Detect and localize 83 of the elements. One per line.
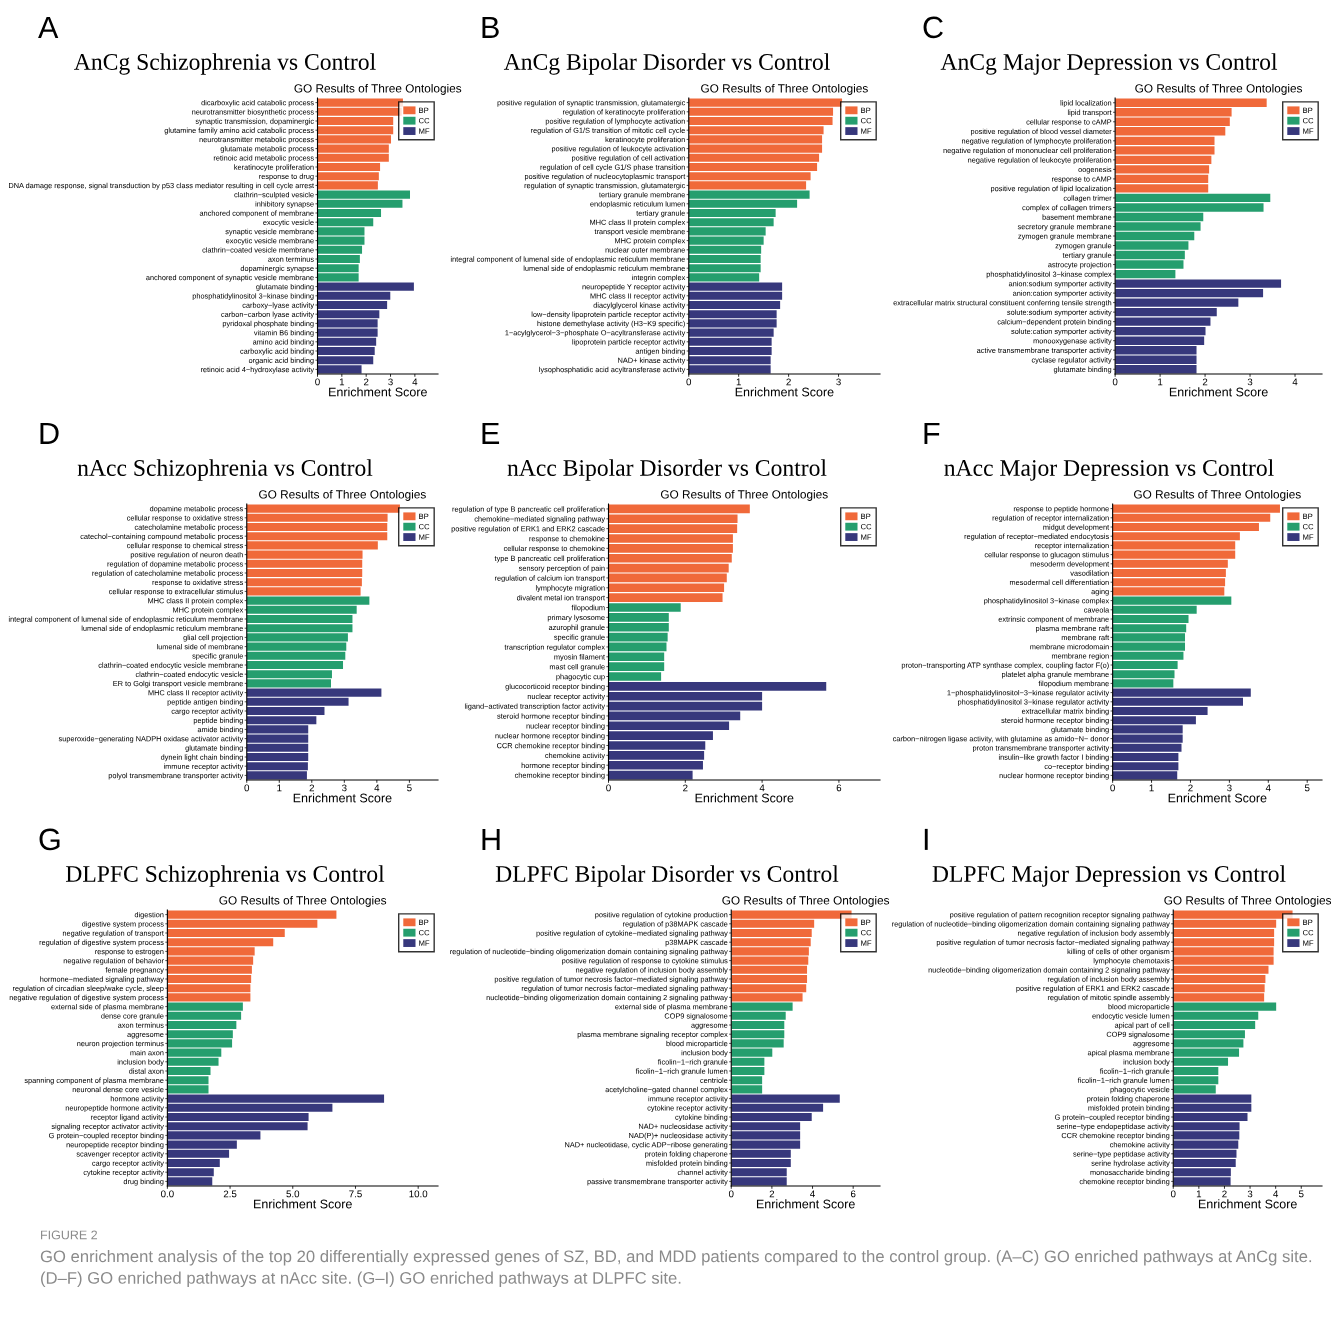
x-tick-label: 3 <box>836 378 841 386</box>
x-tick-label: 4 <box>412 378 418 386</box>
x-tick-label: 0 <box>728 1190 734 1198</box>
text: I <box>924 828 928 850</box>
x-axis-title: Enrichment Score <box>329 387 427 397</box>
chart-title: DLPFC Bipolar Disorder vs Control <box>495 865 839 887</box>
x-tick-label: 5 <box>1298 1190 1304 1198</box>
text: A <box>38 16 59 38</box>
x-tick-label: 3 <box>1227 784 1232 792</box>
x-tick-label: 1 <box>1149 784 1154 792</box>
chart-title: DLPFC Schizophrenia vs Control <box>65 865 385 887</box>
x-tick-label: 10.0 <box>409 1190 428 1198</box>
x-tick-label: 3 <box>341 784 347 792</box>
text: F <box>924 422 940 444</box>
chart-title: AnCg Bipolar Disorder vs Control <box>503 53 830 75</box>
x-tick-label: 2 <box>363 378 369 386</box>
caption: FIGURE 2 <box>41 1230 98 1240</box>
chart-title: nAcc Bipolar Disorder vs Control <box>507 459 827 481</box>
x-tick-label: 1 <box>1158 378 1163 386</box>
x-tick-label: 2 <box>1188 784 1193 792</box>
text: E <box>482 422 500 444</box>
x-tick-label: 2.5 <box>223 1190 237 1198</box>
chart-subtitle: GO Results of Three Ontologies <box>1164 895 1331 907</box>
x-tick-label: 2 <box>1222 1190 1227 1198</box>
x-tick-label: 4 <box>810 1190 815 1198</box>
x-tick-label: 2 <box>683 784 688 792</box>
text: C <box>923 16 943 39</box>
chart-title: nAcc Schizophrenia vs Control <box>77 459 373 481</box>
x-tick-label: 3 <box>1247 378 1253 386</box>
x-tick-label: 0 <box>1110 784 1115 792</box>
x-tick-label: 0 <box>1112 378 1118 386</box>
x-tick-label: 4 <box>1273 1190 1279 1198</box>
text: D <box>40 422 59 444</box>
x-tick-label: 2 <box>769 1190 775 1198</box>
text: G <box>39 828 60 851</box>
x-tick-label: 1 <box>736 378 741 386</box>
chart-title: DLPFC Major Depression vs Control <box>932 865 1286 887</box>
chart-title: AnCg Schizophrenia vs Control <box>74 53 376 75</box>
x-tick-label: 4 <box>1265 784 1271 792</box>
x-axis-title: Enrichment Score <box>1198 1199 1297 1209</box>
chart-subtitle: GO Results of Three Ontologies <box>219 895 387 907</box>
x-axis-title: Enrichment Score <box>1168 793 1267 803</box>
x-tick-label: 5 <box>1304 784 1310 792</box>
chart-subtitle: GO Results of Three Ontologies <box>294 83 462 95</box>
x-tick-label: 3 <box>1247 1190 1253 1198</box>
x-axis-title: Enrichment Score <box>695 793 794 803</box>
x-tick-label: 5 <box>407 784 412 792</box>
text: B <box>482 16 499 38</box>
x-axis-title: Enrichment Score <box>293 793 392 803</box>
x-axis-title: Enrichment Score <box>756 1199 855 1209</box>
chart-subtitle: GO Results of Three Ontologies <box>1134 489 1301 501</box>
x-tick-label: 1 <box>339 378 345 386</box>
chart-subtitle: GO Results of Three Ontologies <box>660 489 828 501</box>
x-tick-label: 2 <box>309 784 315 792</box>
x-tick-label: 0 <box>244 784 250 792</box>
x-tick-label: 2 <box>786 378 791 386</box>
text: H <box>482 828 500 850</box>
text: GO enrichment analysis of the top 20 differentially expressed genes of SZ, BD, and MDD patients compared to the control group. (A–C) GO enriched pathways at AnCg site. (D–F) GO enriched pathways at nAcc site. (G–I) GO enriched pathways at DLPFC site. <box>40 1250 1312 1288</box>
chart-title: nAcc Major Depression vs Control <box>944 459 1274 481</box>
x-tick-label: 1 <box>277 784 282 792</box>
chart-title: AnCg Major Depression vs Control <box>940 53 1278 75</box>
x-tick-label: 4 <box>1292 378 1298 386</box>
chart-subtitle: GO Results of Three Ontologies <box>701 83 868 95</box>
x-tick-label: 0 <box>1170 1190 1176 1198</box>
chart-subtitle: GO Results of Three Ontologies <box>259 489 426 501</box>
x-tick-label: 7.5 <box>349 1190 362 1198</box>
x-axis-title: Enrichment Score <box>735 387 834 397</box>
x-axis-title: Enrichment Score <box>254 1199 352 1209</box>
x-tick-label: 0 <box>686 378 692 386</box>
x-tick-label: 4 <box>374 784 380 792</box>
x-tick-label: 4 <box>759 784 765 792</box>
x-axis-title: Enrichment Score <box>1169 387 1268 397</box>
x-tick-label: 2 <box>1202 378 1208 386</box>
x-tick-label: 3 <box>388 378 393 386</box>
x-tick-label: 5.0 <box>286 1190 300 1198</box>
x-tick-label: 6 <box>836 784 842 792</box>
x-tick-label: 0 <box>315 378 320 386</box>
x-tick-label: 0 <box>606 784 611 792</box>
x-tick-label: 6 <box>850 1190 856 1198</box>
x-tick-label: 1 <box>1196 1190 1202 1198</box>
x-tick-label: 0.0 <box>161 1190 174 1198</box>
chart-subtitle: GO Results of Three Ontologies <box>1135 83 1303 95</box>
chart-subtitle: GO Results of Three Ontologies <box>722 895 890 907</box>
